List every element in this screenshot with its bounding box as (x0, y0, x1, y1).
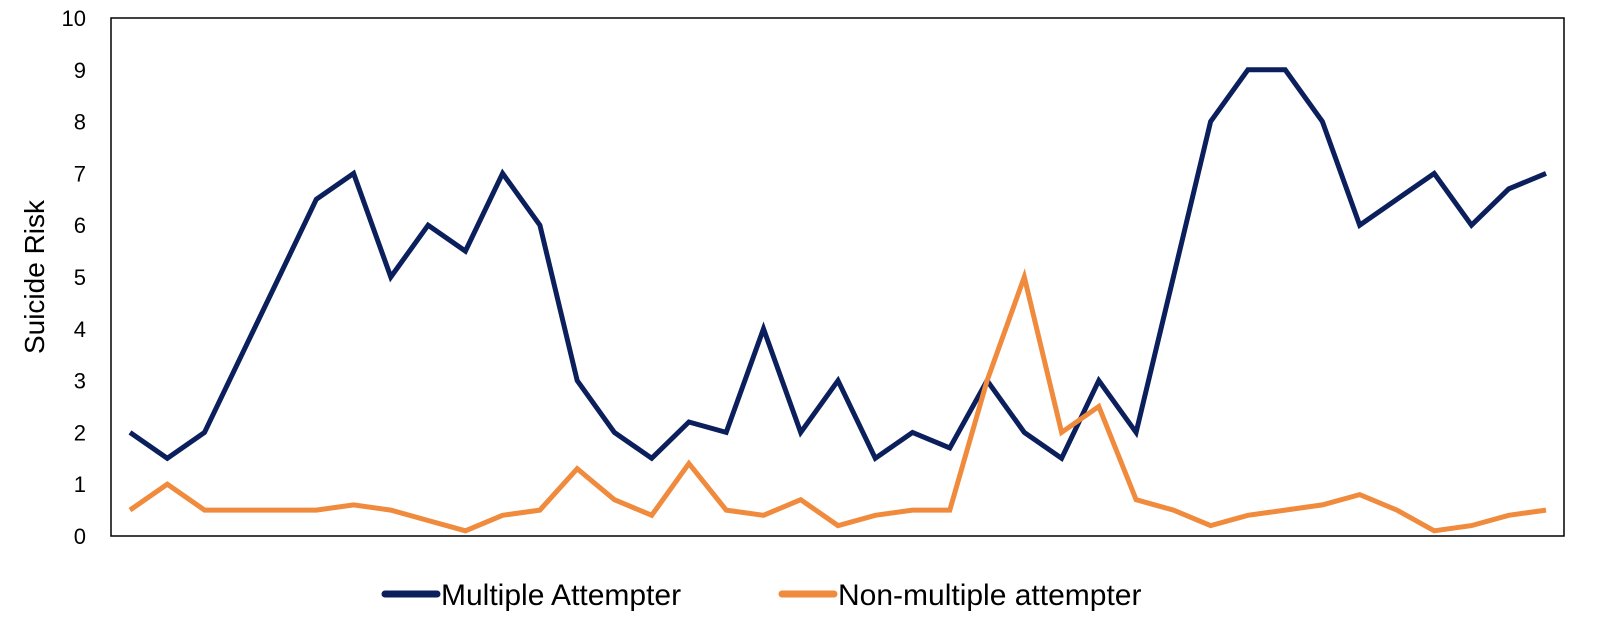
plot-area-frame (110, 17, 1565, 537)
series-line (128, 67, 1547, 463)
y-tick-label: 1 (74, 472, 86, 497)
legend-label: Multiple Attempter (441, 579, 681, 612)
series-line (128, 268, 1547, 534)
series-layer (128, 67, 1547, 534)
legend-label: Non-multiple attempter (838, 579, 1141, 612)
y-tick-label: 8 (74, 110, 86, 135)
series-1 (128, 67, 1547, 463)
y-tick-label: 3 (74, 369, 86, 394)
legend-item: Non-multiple attempter (778, 579, 1141, 612)
y-axis-title: Suicide Risk (19, 199, 50, 354)
legend-item: Multiple Attempter (381, 579, 681, 612)
y-tick-label: 6 (74, 213, 86, 238)
y-axis-ticks: 0 1 2 3 4 5 6 7 8 9 10 (62, 6, 86, 549)
legend: Multiple Attempter Non-multiple attempter (381, 579, 1141, 612)
y-tick-label: 5 (74, 265, 86, 290)
y-tick-label: 9 (74, 58, 86, 83)
y-tick-label: 0 (74, 524, 86, 549)
y-tick-label: 7 (74, 161, 86, 186)
series-2 (128, 268, 1547, 534)
y-tick-label: 2 (74, 420, 86, 445)
y-tick-label: 10 (62, 6, 86, 31)
y-tick-label: 4 (74, 317, 86, 342)
